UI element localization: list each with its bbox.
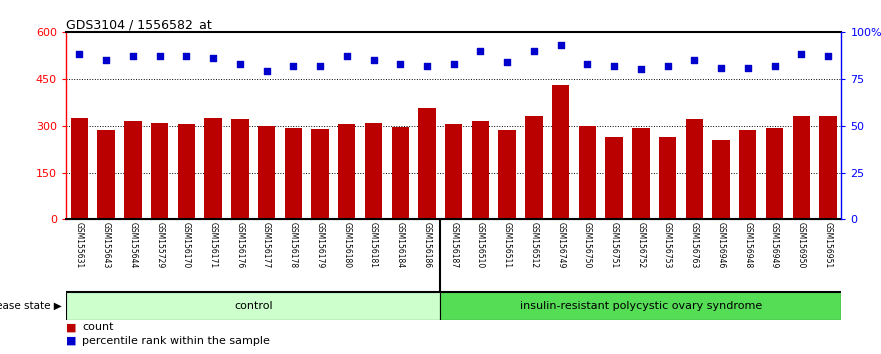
Point: [527, 48, 541, 53]
Point: [286, 63, 300, 68]
Point: [581, 61, 595, 67]
Text: GSM156512: GSM156512: [529, 222, 538, 268]
Text: GSM156187: GSM156187: [449, 222, 458, 268]
Text: GSM156749: GSM156749: [556, 222, 565, 268]
Point: [206, 55, 220, 61]
Bar: [793, 116, 810, 219]
Bar: [605, 137, 623, 219]
Point: [313, 63, 327, 68]
Text: GDS3104 / 1556582_at: GDS3104 / 1556582_at: [66, 18, 211, 31]
Bar: [231, 119, 248, 219]
Text: GSM155729: GSM155729: [155, 222, 164, 268]
Point: [260, 68, 274, 74]
Text: GSM156750: GSM156750: [583, 222, 592, 268]
Point: [72, 52, 86, 57]
Text: GSM156179: GSM156179: [315, 222, 324, 268]
Point: [393, 61, 407, 67]
Point: [741, 65, 755, 70]
Point: [233, 61, 247, 67]
Text: GSM156753: GSM156753: [663, 222, 672, 268]
Text: GSM156176: GSM156176: [235, 222, 244, 268]
Bar: [819, 116, 837, 219]
Text: GSM155643: GSM155643: [101, 222, 111, 268]
Text: GSM155631: GSM155631: [75, 222, 84, 268]
Bar: [70, 118, 88, 219]
Bar: [659, 137, 677, 219]
Bar: [365, 122, 382, 219]
Text: GSM156180: GSM156180: [343, 222, 352, 268]
Bar: [391, 127, 409, 219]
Text: percentile rank within the sample: percentile rank within the sample: [82, 336, 270, 346]
Point: [553, 42, 567, 48]
Text: GSM156186: GSM156186: [423, 222, 432, 268]
Bar: [151, 122, 168, 219]
Point: [500, 59, 515, 65]
Text: GSM156184: GSM156184: [396, 222, 404, 268]
Text: GSM156752: GSM156752: [636, 222, 646, 268]
Bar: [739, 130, 757, 219]
Point: [420, 63, 434, 68]
Text: control: control: [233, 301, 272, 311]
Point: [180, 53, 194, 59]
Text: GSM156170: GSM156170: [181, 222, 191, 268]
Text: GSM156946: GSM156946: [716, 222, 726, 268]
Bar: [713, 140, 729, 219]
Text: disease state ▶: disease state ▶: [0, 301, 62, 311]
Point: [794, 52, 808, 57]
Bar: [258, 126, 275, 219]
Text: GSM156171: GSM156171: [209, 222, 218, 268]
Bar: [525, 116, 543, 219]
Bar: [633, 128, 649, 219]
Bar: [66, 292, 440, 320]
Bar: [766, 128, 783, 219]
Text: GSM156763: GSM156763: [690, 222, 699, 268]
Point: [821, 53, 835, 59]
Bar: [440, 292, 841, 320]
Point: [607, 63, 621, 68]
Point: [100, 57, 114, 63]
Text: ■: ■: [66, 336, 77, 346]
Text: GSM156181: GSM156181: [369, 222, 378, 268]
Text: insulin-resistant polycystic ovary syndrome: insulin-resistant polycystic ovary syndr…: [520, 301, 762, 311]
Text: count: count: [82, 322, 114, 332]
Point: [126, 53, 140, 59]
Text: GSM156950: GSM156950: [796, 222, 806, 268]
Bar: [685, 119, 703, 219]
Point: [767, 63, 781, 68]
Point: [366, 57, 381, 63]
Text: GSM155644: GSM155644: [129, 222, 137, 268]
Point: [633, 67, 648, 72]
Point: [661, 63, 675, 68]
Point: [687, 57, 701, 63]
Point: [473, 48, 487, 53]
Text: GSM156510: GSM156510: [476, 222, 485, 268]
Point: [447, 61, 461, 67]
Bar: [124, 121, 142, 219]
Bar: [499, 130, 516, 219]
Text: GSM156177: GSM156177: [262, 222, 271, 268]
Point: [340, 53, 354, 59]
Bar: [98, 130, 115, 219]
Bar: [579, 126, 596, 219]
Bar: [178, 124, 195, 219]
Bar: [418, 108, 436, 219]
Bar: [204, 118, 222, 219]
Text: GSM156751: GSM156751: [610, 222, 618, 268]
Point: [152, 53, 167, 59]
Text: GSM156949: GSM156949: [770, 222, 779, 268]
Text: GSM156948: GSM156948: [744, 222, 752, 268]
Text: GSM156511: GSM156511: [503, 222, 512, 268]
Text: GSM156178: GSM156178: [289, 222, 298, 268]
Bar: [445, 124, 463, 219]
Bar: [338, 124, 355, 219]
Point: [714, 65, 728, 70]
Bar: [285, 128, 302, 219]
Bar: [311, 129, 329, 219]
Bar: [552, 85, 569, 219]
Text: GSM156951: GSM156951: [824, 222, 833, 268]
Text: ■: ■: [66, 322, 77, 332]
Bar: [471, 121, 489, 219]
